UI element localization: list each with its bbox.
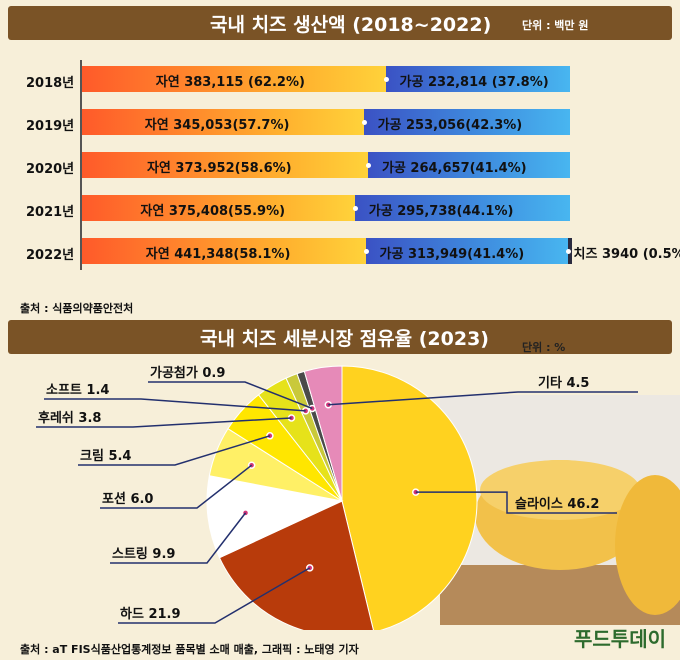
- bottom-banner: [8, 320, 672, 354]
- natural-label: 자연 441,348(58.1%): [145, 247, 291, 262]
- year-label: 2021년: [26, 205, 75, 220]
- pie-chart-unit: 단위 : %: [522, 341, 566, 354]
- brand-logo: 푸드투데이: [574, 627, 666, 651]
- top-banner: [8, 6, 672, 40]
- bar-chart-source: 출처 : 식품의약품안전처: [20, 302, 134, 315]
- bar-axis-line: [80, 60, 82, 270]
- natural-bar: [82, 238, 366, 264]
- processed-label: 가공 313,949(41.4%): [379, 247, 525, 262]
- pie-slice-label: 소프트 1.4: [46, 383, 110, 398]
- cheese-label: 치즈 3940 (0.5%): [573, 247, 680, 262]
- processed-label: 가공 264,657(41.4%): [381, 161, 527, 176]
- segment-boundary-dot: [365, 163, 371, 168]
- segment-boundary-dot: [361, 120, 367, 125]
- natural-label: 자연 375,408(55.9%): [140, 204, 286, 219]
- processed-label: 가공 253,056(42.3%): [377, 118, 523, 133]
- bar-chart-unit: 단위 : 백만 원: [522, 19, 589, 32]
- natural-label: 자연 383,115 (62.2%): [155, 75, 305, 90]
- pie-leader-line: [415, 491, 617, 514]
- pie-slice-label: 후레쉬 3.8: [38, 411, 102, 426]
- processed-bar: [354, 195, 570, 221]
- natural-label: 자연 345,053(57.7%): [144, 118, 290, 133]
- year-label: 2020년: [26, 162, 75, 177]
- pie-leader-line: [148, 381, 313, 410]
- natural-bar: [82, 66, 386, 92]
- pie-leader-line: [100, 464, 253, 509]
- pie-slice: [303, 365, 343, 502]
- pie-slice-label: 슬라이스 46.2: [515, 497, 600, 512]
- pie-chart: [36, 365, 638, 630]
- pie-slice-label: 크림 5.4: [80, 449, 132, 464]
- pie-leader-line: [44, 398, 306, 412]
- year-label: 2019년: [26, 119, 75, 134]
- processed-label: 가공 295,738(44.1%): [368, 204, 514, 219]
- year-label: 2022년: [26, 248, 75, 263]
- natural-bar: [82, 109, 364, 135]
- pie-leader-line: [328, 391, 638, 406]
- pie-slice-label: 스트링 9.9: [112, 547, 176, 562]
- pie-slice-label: 기타 4.5: [538, 376, 590, 391]
- pie-leader-line: [110, 512, 247, 564]
- pie-leader-line: [118, 567, 311, 624]
- bar-chart-title: 국내 치즈 생산액 (2018~2022): [210, 14, 492, 36]
- pie-slice: [341, 365, 478, 630]
- pie-leader-line: [78, 435, 271, 466]
- processed-bar: [385, 66, 570, 92]
- natural-bar: [82, 152, 368, 178]
- pie-slice-marker: [306, 564, 314, 572]
- processed-bar: [365, 238, 568, 264]
- pie-chart-title: 국내 치즈 세분시장 점유율 (2023): [200, 328, 489, 350]
- processed-bar: [363, 109, 570, 135]
- segment-boundary-dot: [352, 206, 358, 211]
- processed-bar: [367, 152, 570, 178]
- cheese-photo: [440, 395, 680, 625]
- segment-boundary-dot: [363, 249, 369, 254]
- year-label: 2018년: [26, 76, 75, 91]
- pie-slice-label: 하드 21.9: [120, 607, 181, 622]
- segment-boundary-dot: [383, 77, 389, 82]
- pie-slice-label: 가공첨가 0.9: [150, 366, 226, 381]
- pie-slice-marker: [266, 432, 274, 440]
- pie-chart-source: 출처 : aT FIS식품산업통계정보 품목별 소매 매출, 그래픽 : 노태영…: [20, 643, 359, 656]
- pie-slice-label: 포션 6.0: [102, 492, 154, 507]
- processed-label: 가공 232,814 (37.8%): [399, 75, 549, 90]
- natural-bar: [82, 195, 355, 221]
- pie-slice: [206, 475, 344, 559]
- pie-leader-line: [36, 417, 292, 428]
- segment-boundary-dot: [565, 249, 571, 254]
- natural-label: 자연 373.952(58.6%): [146, 161, 292, 176]
